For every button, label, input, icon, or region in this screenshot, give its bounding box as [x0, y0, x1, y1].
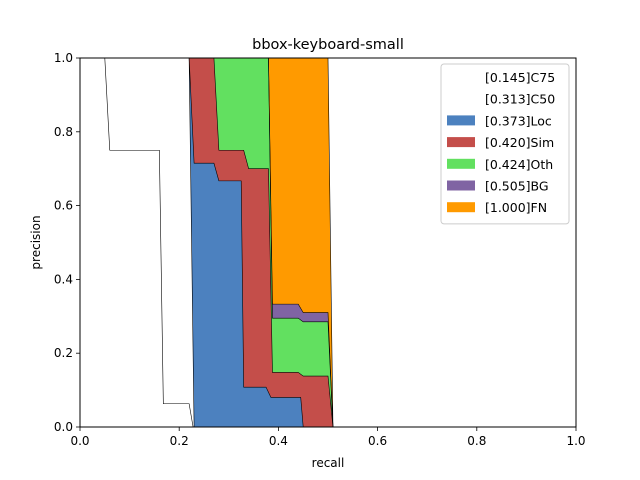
x-tick-label: 0.8	[467, 434, 486, 448]
legend-swatch-0-313-c50	[447, 93, 475, 104]
y-tick-label: 0.2	[54, 346, 73, 360]
x-axis-ticks: 0.0 0.2 0.4 0.6 0.8 1.0	[70, 427, 586, 448]
legend: [0.145]C75 [0.313]C50 [0.373]Loc [0.420]Sim…	[440, 63, 570, 225]
legend-swatch-0-145-c75	[447, 72, 475, 82]
y-tick-label: 0.4	[54, 272, 73, 286]
legend-swatch-0-373-loc	[447, 115, 475, 126]
x-axis-label: recall	[312, 456, 345, 470]
y-tick-label: 1.0	[54, 51, 73, 65]
boundary-0-373-loc	[80, 57, 333, 428]
legend-label-0-420-sim: [0.420]Sim	[485, 135, 554, 150]
legend-label-0-505-bg: [0.505]BG	[485, 179, 549, 194]
legend-swatch-1-000-fn	[447, 202, 475, 213]
plot-frame	[79, 57, 577, 428]
legend-label-0-145-c75: [0.145]C75	[485, 70, 555, 85]
legend-swatch-0-420-sim	[447, 137, 475, 148]
legend-label-0-373-loc: [0.373]Loc	[485, 113, 552, 128]
legend-label-0-424-oth: [0.424]Oth	[485, 157, 553, 172]
y-tick-label: 0.6	[54, 199, 73, 213]
legend-label-1-000-fn: [1.000]FN	[485, 200, 547, 215]
boundary-0-420-sim	[80, 57, 334, 428]
legend-label-0-313-c50: [0.313]C50	[485, 92, 555, 107]
x-tick-label: 0.6	[368, 434, 387, 448]
y-tick-label: 0.0	[54, 420, 73, 434]
legend-swatch-0-424-oth	[447, 158, 475, 169]
chart-title: bbox-keyboard-small	[252, 37, 404, 53]
y-tick-label: 0.8	[54, 125, 73, 139]
x-tick-label: 0.4	[269, 434, 288, 448]
legend-swatch-0-505-bg	[447, 180, 475, 191]
x-tick-label: 0.0	[70, 434, 89, 448]
area-layers	[80, 58, 333, 427]
area-0-145-c75	[80, 58, 194, 427]
y-axis-label: precision	[29, 215, 43, 269]
x-tick-label: 1.0	[566, 434, 585, 448]
y-axis-ticks: 0.0 0.2 0.4 0.6 0.8 1.0	[54, 51, 80, 434]
x-tick-label: 0.2	[170, 434, 189, 448]
